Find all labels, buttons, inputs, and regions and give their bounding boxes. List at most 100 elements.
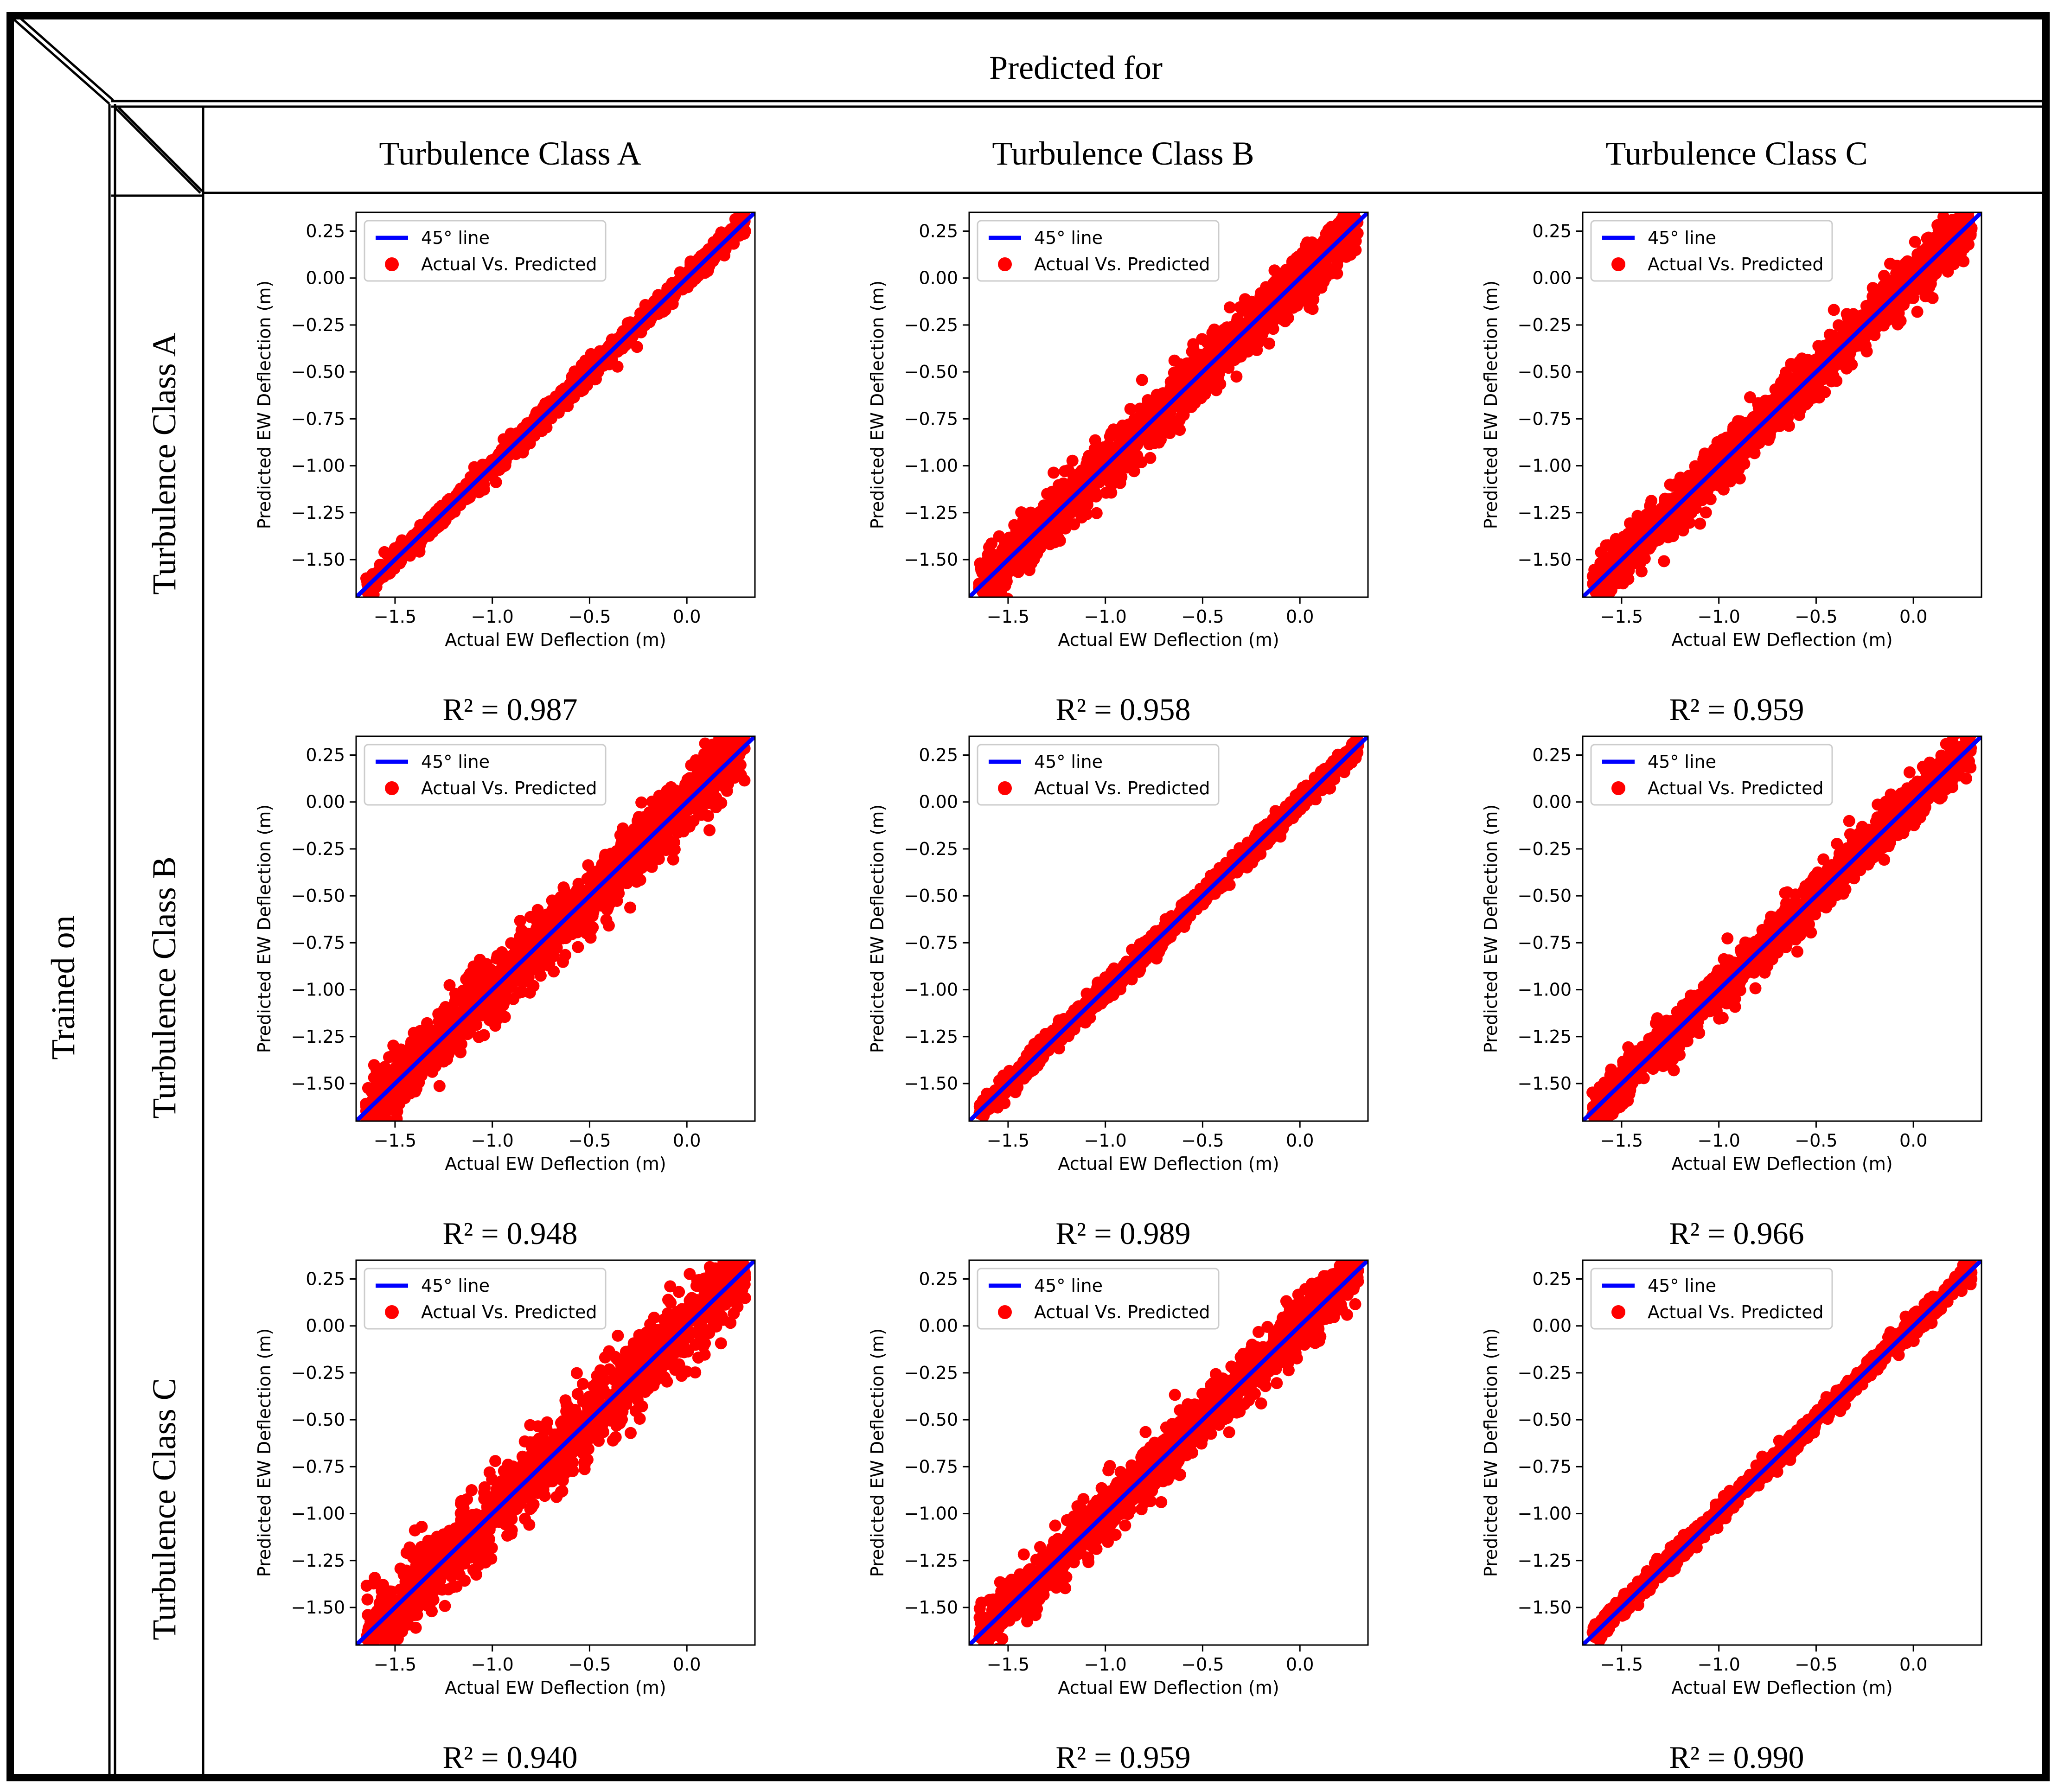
x-tick-label: −1.0	[471, 606, 514, 627]
corner-diagonal-outer-1	[14, 19, 109, 104]
data-point	[1059, 465, 1071, 477]
data-point	[739, 718, 751, 730]
data-point	[1255, 287, 1267, 299]
legend-line-label: 45° line	[1034, 228, 1103, 248]
data-point	[985, 537, 997, 549]
legend-line-label: 45° line	[421, 228, 490, 248]
r-squared-label: R² = 0.959	[1669, 692, 1804, 727]
data-point	[1784, 378, 1796, 390]
data-point	[1349, 185, 1361, 197]
data-point	[585, 931, 597, 944]
y-tick-label: −1.00	[291, 456, 345, 476]
legend-point-label: Actual Vs. Predicted	[1034, 254, 1210, 274]
y-tick-label: −0.50	[904, 362, 958, 382]
y-tick-label: −1.25	[291, 503, 345, 523]
data-point	[1091, 507, 1103, 519]
data-point	[1694, 518, 1706, 530]
data-point	[1727, 421, 1739, 433]
y-tick-label: −0.25	[1518, 315, 1572, 335]
data-point	[1658, 555, 1670, 567]
data-point	[1048, 536, 1061, 548]
data-point	[1144, 437, 1156, 449]
y-tick-label: 0.25	[1532, 221, 1572, 241]
data-point	[378, 546, 390, 558]
data-point	[1931, 219, 1943, 231]
data-point	[1170, 420, 1182, 432]
data-point	[1830, 375, 1842, 387]
data-point	[1098, 441, 1110, 453]
legend-point-swatch	[998, 257, 1012, 271]
data-point	[1347, 197, 1359, 209]
legend-point-label: Actual Vs. Predicted	[421, 254, 597, 274]
data-point	[1838, 357, 1850, 369]
row-header-0: Turbulence Class A	[146, 332, 183, 594]
column-header-2: Turbulence Class C	[1605, 135, 1867, 172]
column-header-0: Turbulence Class A	[379, 135, 641, 172]
row-header-2: Turbulence Class C	[146, 1378, 183, 1640]
data-point	[1914, 251, 1926, 263]
x-tick-label: −1.5	[1600, 606, 1643, 627]
y-tick-label: −0.25	[291, 315, 345, 335]
trained-on-label: Trained on	[45, 915, 82, 1059]
data-point	[1105, 477, 1117, 489]
y-tick-label: −1.50	[1518, 549, 1572, 570]
data-point	[1713, 479, 1725, 491]
y-tick-label: −1.00	[1518, 456, 1572, 476]
corner-diagonal-inner-2	[119, 108, 202, 191]
data-point	[1142, 394, 1154, 406]
r-squared-label: R² = 0.958	[1055, 692, 1190, 727]
data-point	[1692, 467, 1704, 479]
y-tick-label: 0.00	[306, 268, 345, 288]
data-point	[1005, 537, 1017, 549]
x-tick-label: −1.5	[374, 606, 416, 627]
data-point	[1059, 523, 1071, 535]
y-tick-label: −0.50	[1518, 362, 1572, 382]
data-point	[1708, 443, 1720, 455]
data-point	[1911, 306, 1924, 318]
data-point	[1700, 506, 1712, 518]
data-point	[1224, 301, 1236, 313]
legend: 45° line Actual Vs. Predicted	[364, 221, 606, 281]
data-point	[1724, 469, 1736, 481]
y-axis-label: Predicted EW Deflection (m)	[867, 281, 888, 529]
data-point	[1940, 200, 1952, 212]
data-point	[1679, 514, 1691, 526]
column-header-1: Turbulence Class B	[992, 135, 1254, 172]
data-point	[1800, 398, 1812, 410]
data-point	[999, 580, 1011, 592]
x-tick-label: 0.0	[673, 606, 701, 627]
data-point	[1925, 243, 1937, 255]
data-point	[1870, 289, 1882, 301]
data-point	[1304, 301, 1316, 313]
data-point	[517, 442, 529, 454]
data-point	[1200, 384, 1212, 396]
y-tick-label: −0.25	[904, 315, 958, 335]
y-tick-label: 0.00	[1532, 268, 1572, 288]
y-tick-label: −1.25	[1518, 503, 1572, 523]
data-point	[1181, 401, 1193, 413]
data-point	[1252, 338, 1264, 350]
x-tick-label: −1.0	[1084, 606, 1127, 627]
data-point	[1144, 452, 1157, 464]
y-tick-label: −1.50	[291, 549, 345, 570]
data-point	[1246, 296, 1258, 308]
data-point	[572, 941, 584, 953]
data-point	[1350, 199, 1362, 211]
data-point	[1919, 290, 1931, 302]
data-point	[1639, 553, 1651, 565]
y-tick-label: −1.50	[904, 549, 958, 570]
data-point	[1891, 260, 1903, 272]
y-axis-label: Predicted EW Deflection (m)	[254, 281, 275, 529]
data-point	[1644, 500, 1656, 512]
legend-point-swatch	[1611, 257, 1625, 271]
y-axis-label: Predicted EW Deflection (m)	[1481, 281, 1501, 529]
data-point	[1008, 519, 1020, 531]
legend-point-label: Actual Vs. Predicted	[1648, 254, 1823, 274]
data-point	[1037, 504, 1049, 517]
data-point	[1169, 355, 1181, 367]
